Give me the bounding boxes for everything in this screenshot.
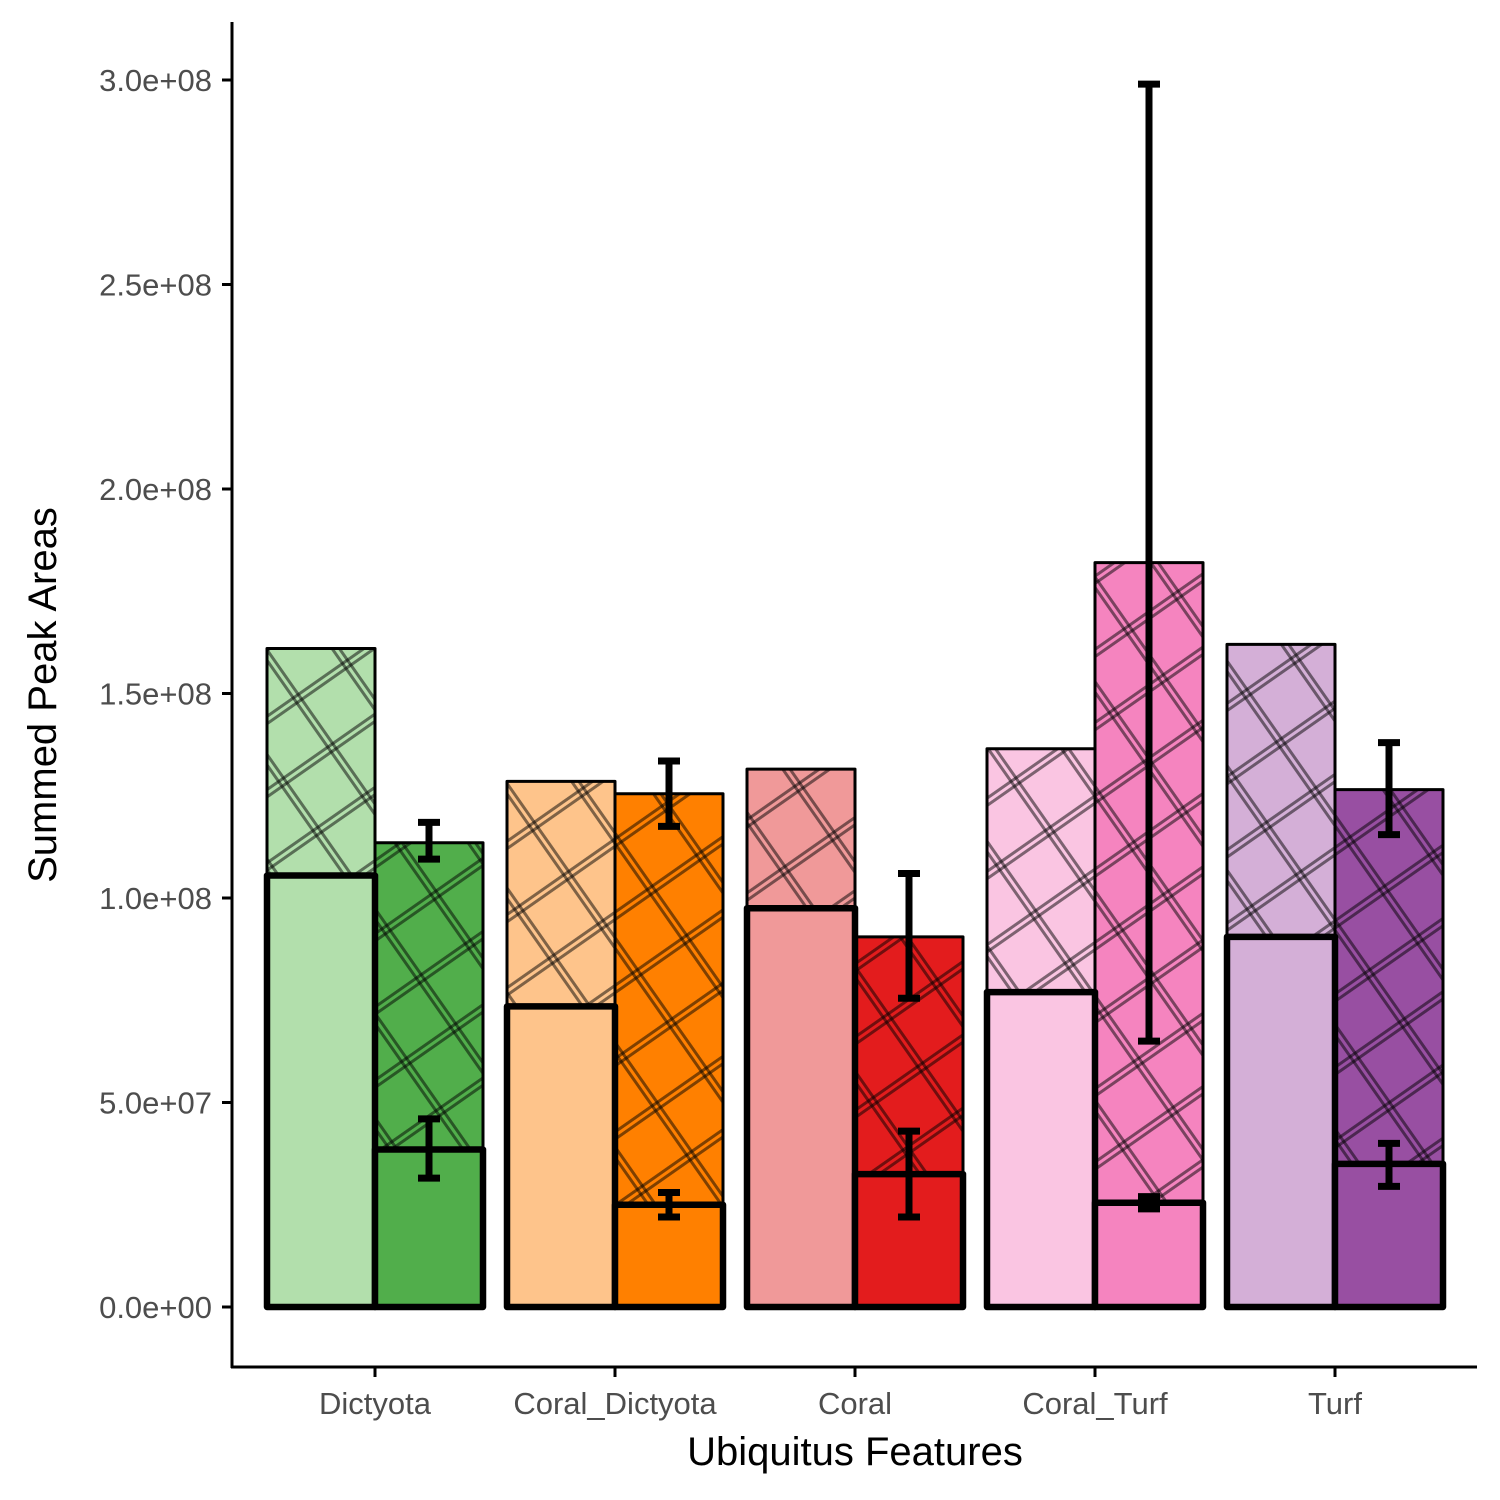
errorbar-coral-turf-solid [1138,1193,1160,1213]
y-tick-label: 3.0e+08 [99,63,212,98]
errorbar-coral-dictyota-hatched [658,757,680,830]
bar-coral-turf-light-solid [983,988,1099,1311]
y-tick-label: 2.5e+08 [99,268,212,303]
errorbar-coral-hatched [898,869,920,1002]
x-tick-label: Coral_Dictyota [513,1386,717,1421]
bar-coral-dictyota-light-solid [503,1003,619,1311]
errorbar-turf-solid [1378,1139,1400,1190]
error-bars [418,80,1400,1221]
y-tick-label: 0.0e+00 [99,1290,212,1325]
y-tick-label: 1.5e+08 [99,677,212,712]
errorbar-coral-solid [898,1127,920,1221]
errorbar-coral-turf-hatched [1138,80,1160,1045]
x-ticks: Dictyota Coral_Dictyota Coral Coral_Turf Tur… [319,1367,1362,1421]
bar-coral-light-solid [743,904,859,1311]
errorbar-turf-hatched [1378,739,1400,839]
y-tick-label: 5.0e+07 [99,1086,212,1121]
bars [263,561,1447,1311]
bar-dictyota-light-solid [263,872,379,1311]
errorbar-coral-dictyota-solid [658,1188,680,1221]
y-ticks: 0.0e+00 5.0e+07 1.0e+08 1.5e+08 2.0e+08 2.5e+… [99,63,232,1325]
bar-turf-light-solid [1223,933,1339,1311]
errorbar-dictyota-hatched [418,818,440,863]
x-tick-label: Coral_Turf [1022,1386,1168,1421]
y-axis-title: Summed Peak Areas [21,507,65,883]
x-axis-title: Ubiquitus Features [687,1430,1023,1474]
x-tick-label: Turf [1308,1386,1362,1421]
bar-coral-dictyota-dark-solid [611,1201,727,1311]
y-tick-label: 2.0e+08 [99,472,212,507]
x-tick-label: Coral [818,1386,892,1421]
x-tick-label: Dictyota [319,1386,432,1421]
bar-coral-turf-dark-solid [1091,1199,1207,1311]
y-tick-label: 1.0e+08 [99,881,212,916]
errorbar-dictyota-solid [418,1115,440,1182]
